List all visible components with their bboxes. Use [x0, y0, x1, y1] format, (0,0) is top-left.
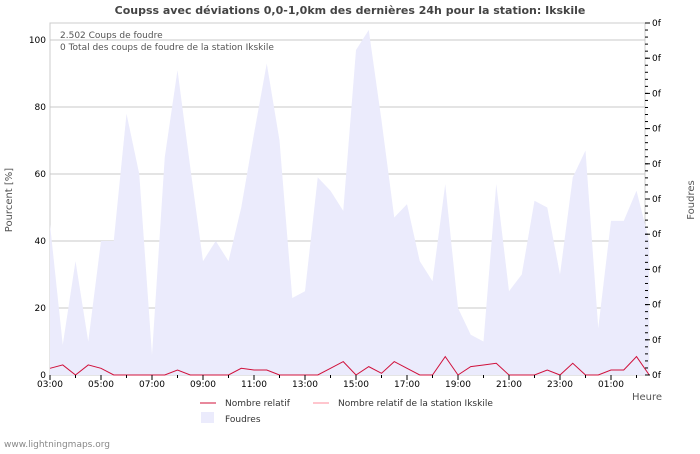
chart-title: Coupss avec déviations 0,0-1,0km des der…: [115, 4, 586, 17]
x-tick-label: 07:00: [139, 380, 165, 390]
line-nombre-relatif: [49, 355, 650, 376]
y-tick-label: 60: [35, 170, 47, 180]
x-tick-label: 01:00: [598, 380, 624, 390]
y-axis-right-label: Foudres: [686, 180, 697, 219]
y-tick-label: 0: [40, 371, 46, 381]
x-tick-label: 11:00: [241, 380, 267, 390]
x-tick-label: 05:00: [88, 380, 114, 390]
footer-credit: www.lightningmaps.org: [4, 440, 110, 450]
legend-label-relatif: Nombre relatif: [225, 399, 291, 409]
x-tick-label: 17:00: [394, 380, 420, 390]
info-strikes: 2.502 Coups de foudre: [60, 31, 163, 41]
right-tick-label: 0f: [652, 54, 662, 64]
right-tick-label: 0f: [652, 230, 662, 240]
right-tick-label: 0f: [652, 89, 662, 99]
x-tick-label: 03:00: [37, 380, 63, 390]
legend-label-station: Nombre relatif de la station Ikskile: [338, 399, 493, 409]
y-tick-label: 80: [35, 103, 47, 113]
x-tick-label: 21:00: [496, 380, 522, 390]
right-tick-label: 0f: [652, 195, 662, 205]
right-tick-label: 0f: [652, 160, 662, 170]
info-station-total: 0 Total des coups de foudre de la statio…: [60, 43, 274, 53]
x-tick-label: 19:00: [445, 380, 471, 390]
legend-label-foudres: Foudres: [225, 415, 261, 425]
legend-swatch-foudres: [201, 412, 214, 423]
right-tick-label: 0f: [652, 125, 662, 135]
x-tick-label: 13:00: [292, 380, 318, 390]
y-tick-label: 20: [35, 304, 47, 314]
x-axis-label: Heure: [632, 392, 662, 403]
area-foudres: [50, 29, 650, 375]
x-tick-label: 23:00: [547, 380, 573, 390]
y-tick-label: 100: [29, 36, 46, 46]
x-tick-label: 15:00: [343, 380, 369, 390]
right-tick-label: 0f: [652, 265, 662, 275]
right-tick-label: 0f: [652, 301, 662, 311]
right-tick-label: 0f: [652, 19, 662, 29]
right-tick-label: 0f: [652, 371, 662, 381]
x-tick-label: 09:00: [190, 380, 216, 390]
y-axis-label: Pourcent [%]: [4, 168, 15, 233]
y-tick-label: 40: [35, 237, 47, 247]
right-tick-label: 0f: [652, 336, 662, 346]
